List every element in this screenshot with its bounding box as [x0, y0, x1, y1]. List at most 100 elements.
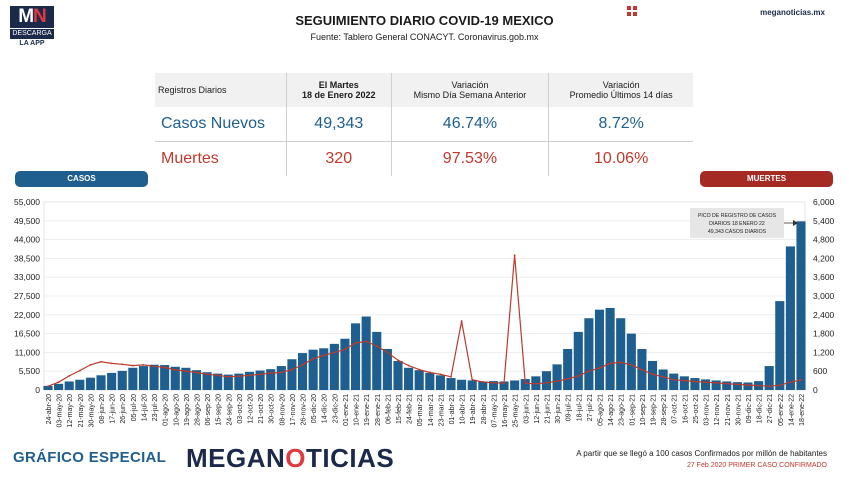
cases-bar — [732, 382, 742, 390]
deaths-point — [110, 362, 113, 365]
cases-bar — [541, 371, 552, 390]
deaths-point — [365, 340, 368, 343]
deaths-point — [630, 364, 633, 366]
cases-var-14d: 8.72% — [548, 107, 693, 142]
deaths-point — [789, 381, 792, 384]
deaths-point — [757, 384, 760, 387]
cases-bar — [329, 343, 339, 390]
x-tick-label: 16-oct-21 — [682, 394, 689, 424]
y-left-tick: 5,500 — [19, 366, 41, 376]
y-right-tick: 1,200 — [813, 347, 835, 357]
cases-bar — [510, 380, 520, 390]
deaths-point — [598, 367, 601, 369]
deaths-point — [269, 372, 272, 374]
x-tick-label: 14-ago-21 — [608, 394, 615, 426]
y-left-tick: 16,500 — [14, 329, 40, 339]
cases-bar — [658, 369, 668, 390]
deaths-point — [227, 375, 230, 378]
y-right-tick: 0 — [813, 385, 818, 395]
x-tick-label: 18-dic-21 — [757, 394, 764, 423]
cases-bar — [467, 380, 477, 390]
row-label-cases: Casos Nuevos — [155, 107, 287, 142]
deaths-point — [651, 373, 654, 376]
grid-icon[interactable] — [627, 6, 637, 16]
cases-bar — [149, 364, 159, 390]
deaths-point — [344, 348, 346, 351]
deaths-point — [587, 370, 590, 373]
cases-bar — [414, 370, 424, 390]
x-tick-label: 30-may-20 — [88, 394, 95, 428]
annotation-text: DIARIOS 18 ENERO 22 — [709, 221, 765, 227]
cases-bar — [679, 376, 689, 390]
deaths-point — [47, 385, 49, 388]
deaths-point — [184, 370, 187, 373]
annotation-text: 49,343 CASOS DIARIOS — [708, 229, 767, 235]
cases-bar — [552, 364, 562, 390]
footer-brand[interactable]: MEGANOTICIAS — [186, 443, 395, 473]
cases-bar — [690, 378, 700, 390]
y-right-tick: 4,200 — [813, 253, 835, 263]
header-var-14d: Variación Promedio Últimos 14 días — [548, 73, 693, 107]
x-tick-label: 26-jun-20 — [120, 394, 127, 424]
x-tick-label: 30-jun-21 — [555, 394, 562, 424]
deaths-point — [280, 371, 283, 374]
deaths-point — [460, 320, 463, 322]
y-left-tick: 55,000 — [14, 197, 40, 207]
cases-bar — [308, 349, 318, 390]
deaths-point — [524, 382, 527, 385]
cases-bar — [117, 370, 127, 390]
x-tick-label: 24-abr-20 — [46, 394, 53, 424]
brand-logo[interactable]: MN DESCARGA LA APP — [10, 6, 54, 47]
cases-bar — [234, 373, 244, 390]
cases-bar — [372, 331, 382, 390]
cases-bar — [297, 353, 308, 390]
stats-table: Registros Diarios El Martes 18 de Enero 2… — [155, 73, 693, 176]
cases-bar — [202, 372, 212, 390]
cases-bar — [351, 323, 361, 390]
x-tick-label: 09-dic-21 — [746, 394, 753, 423]
x-tick-label: 21-oct-20 — [258, 394, 265, 424]
x-tick-label: 03-nov-21 — [704, 394, 711, 426]
annotation-box — [690, 208, 784, 238]
cases-bar — [425, 372, 435, 390]
x-tick-label: 01-ene-21 — [343, 394, 350, 426]
y-left-tick: 11,000 — [15, 347, 41, 357]
x-tick-label: 10-ene-21 — [354, 394, 361, 426]
x-tick-label: 16-may-21 — [502, 394, 509, 428]
deaths-point — [174, 369, 177, 371]
cases-bar — [435, 375, 445, 390]
cases-bar — [796, 221, 806, 390]
deaths-point — [513, 254, 516, 257]
footer-first-case: 27 Feb 2020 PRIMER CASO CONFIRMADO — [686, 462, 827, 469]
deaths-point — [407, 364, 410, 367]
cases-bar — [457, 379, 467, 390]
x-tick-label: 06-feb-21 — [385, 394, 392, 424]
cases-bar — [54, 383, 64, 390]
x-tick-label: 27-dic-21 — [767, 394, 774, 423]
deaths-point — [418, 368, 421, 371]
x-tick-label: 01-ago-20 — [163, 394, 170, 426]
x-tick-label: 28-sep-21 — [661, 394, 668, 426]
x-tick-label: 30-oct-20 — [269, 394, 276, 424]
cases-bar — [616, 318, 626, 390]
stats-row-deaths: Muertes 320 97.53% 10.06% — [155, 141, 693, 176]
header-var-week: Variación Mismo Día Semana Anterior — [391, 73, 550, 107]
site-link[interactable]: meganoticias.mx — [760, 8, 825, 17]
x-tick-label: 05-mar-21 — [417, 394, 424, 426]
deaths-point — [312, 357, 315, 360]
deaths-point — [778, 384, 781, 387]
x-tick-label: 26-nov-20 — [301, 394, 308, 426]
cases-bar — [722, 381, 732, 390]
deaths-point — [736, 383, 739, 386]
x-tick-label: 18-ene-22 — [799, 394, 806, 426]
cases-bar — [404, 367, 414, 390]
x-tick-label: 19-abr-21 — [470, 394, 477, 424]
cases-bar — [520, 379, 530, 390]
deaths-point — [375, 345, 378, 348]
x-tick-label: 06-sep-20 — [205, 394, 212, 426]
cases-bar — [743, 382, 753, 390]
x-tick-label: 23-dic-20 — [332, 394, 339, 423]
x-tick-label: 21-jun-21 — [544, 394, 551, 424]
cases-var-week: 46.74% — [391, 107, 550, 142]
deaths-var-week: 97.53% — [391, 141, 550, 176]
